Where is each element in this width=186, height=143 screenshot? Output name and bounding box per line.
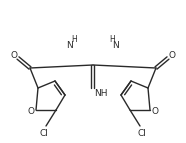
Text: N: N	[67, 41, 73, 50]
Text: NH: NH	[94, 90, 108, 99]
Text: O: O	[169, 50, 176, 59]
Text: Cl: Cl	[40, 129, 48, 138]
Text: H: H	[109, 34, 115, 43]
Text: O: O	[28, 107, 34, 116]
Text: O: O	[152, 107, 158, 116]
Text: H: H	[71, 34, 77, 43]
Text: Cl: Cl	[138, 129, 146, 138]
Text: N: N	[113, 41, 119, 50]
Text: O: O	[10, 50, 17, 59]
